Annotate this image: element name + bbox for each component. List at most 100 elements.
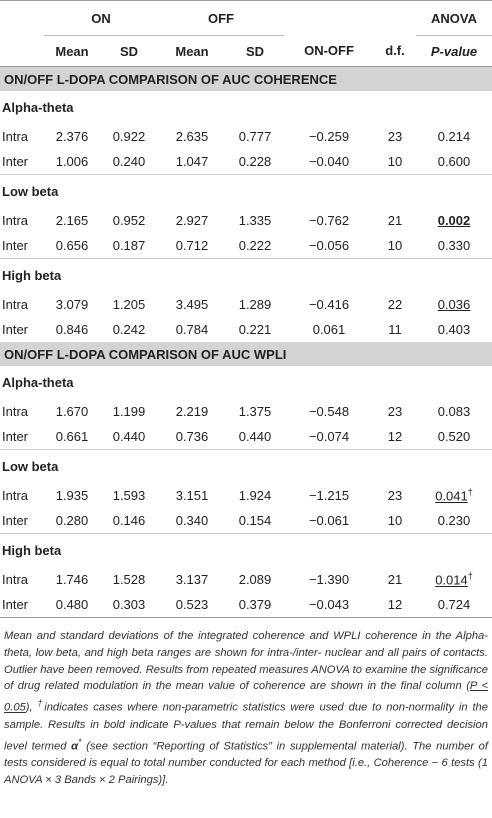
table-cell: 21: [387, 572, 403, 587]
table-cell: 0.712: [175, 238, 209, 253]
table-cell: 3.079: [55, 297, 89, 312]
row-label: Inter: [0, 592, 44, 618]
row-label: Inter: [2, 513, 29, 528]
column-header: Mean: [44, 35, 100, 67]
table-cell: −1.390: [308, 572, 350, 587]
table-cell: 3.151: [175, 488, 209, 503]
row-label: Intra: [2, 404, 29, 419]
table-cell: 10: [387, 513, 403, 528]
table-cell: 0.187: [112, 238, 146, 253]
table-cell: −0.259: [308, 129, 350, 144]
section-band: ON/OFF L-DOPA COMPARISON OF AUC WPLI: [0, 342, 492, 366]
table-cell: −0.043: [284, 592, 374, 618]
table-cell: 3.495: [175, 297, 209, 312]
table-cell: 0.303: [100, 592, 158, 618]
row-label: Inter: [2, 429, 29, 444]
block-title: Alpha-theta: [2, 100, 74, 115]
row-label: Inter: [2, 322, 29, 337]
table-cell: 1.528: [112, 572, 146, 587]
table-cell: 2.376: [55, 129, 89, 144]
table-cell: 0.330: [437, 238, 471, 253]
table-cell: 0.724: [416, 592, 492, 618]
table-cell: 2.219: [175, 404, 209, 419]
data-row: Intra 2.376 0.922 2.635 0.777 −0.259 23 0.214: [0, 124, 492, 149]
row-label: Intra: [2, 213, 29, 228]
table-cell: 0.242: [112, 322, 146, 337]
table-cell: 10: [387, 238, 403, 253]
block-title: Low beta: [0, 174, 492, 208]
table-cell: 0.922: [112, 129, 146, 144]
table-cell: 0.661: [55, 429, 89, 444]
table-cell: 1.047: [175, 154, 209, 169]
section-title: ON/OFF L-DOPA COMPARISON OF AUC WPLI: [0, 342, 492, 366]
footnote-text: indicates cases where non-parametric sta…: [4, 701, 488, 753]
block-title-row: Alpha-theta: [0, 366, 492, 399]
table-cell: 0.083: [437, 404, 471, 419]
row-label: Intra: [2, 572, 29, 587]
table-cell: 0.146: [112, 513, 146, 528]
table-cell: 0.230: [437, 513, 471, 528]
table-cell: 0.222: [238, 238, 272, 253]
data-row: Inter 0.846 0.242 0.784 0.221 0.061 11 0.403: [0, 317, 492, 342]
table-cell: 12: [374, 592, 416, 618]
data-row: Inter 1.006 0.240 1.047 0.228 −0.040 10 0.600: [0, 149, 492, 175]
table-cell: 1.006: [55, 154, 89, 169]
row-label: Inter: [2, 238, 29, 253]
footnote-text: *: [78, 736, 82, 747]
table-cell: 0.480: [44, 592, 100, 618]
table-cell: 10: [387, 154, 403, 169]
table-cell: 1.375: [238, 404, 272, 419]
cell-note: †: [467, 571, 473, 582]
table-cell: 0.440: [112, 429, 146, 444]
table-cell: 0.600: [437, 154, 471, 169]
table-cell: 0.061: [312, 322, 346, 337]
data-row: Intra 1.935 1.593 3.151 1.924 −1.215 23 0.041†: [0, 483, 492, 508]
footnote-text: α: [71, 740, 79, 753]
table-cell: −0.061: [308, 513, 350, 528]
table-cell: −0.762: [308, 213, 350, 228]
footnote-text: †: [37, 698, 45, 709]
row-label: Intra: [2, 488, 29, 503]
table-cell: 0.002: [416, 208, 492, 233]
table-cell: 23: [387, 129, 403, 144]
table-cell: 3.137: [175, 572, 209, 587]
row-label: Intra: [2, 297, 29, 312]
footnote-text: ),: [25, 701, 38, 714]
data-row: Intra 1.746 1.528 3.137 2.089 −1.390 21 0.014†: [0, 567, 492, 592]
table-cell: 1.335: [238, 213, 272, 228]
table-cell: 0.036: [416, 292, 492, 317]
header-cell: [284, 1, 374, 36]
table-cell: 2.089: [238, 572, 272, 587]
table-cell: 22: [387, 297, 403, 312]
table-cell: 1.924: [238, 488, 272, 503]
block-title: Low beta: [0, 449, 492, 483]
footnote: Mean and standard deviations of the inte…: [4, 628, 488, 789]
header-group: ON: [44, 0, 158, 36]
data-row: Intra 1.670 1.199 2.219 1.375 −0.548 23 0.083: [0, 399, 492, 424]
table-cell: 1.199: [112, 404, 146, 419]
table-cell: 1.935: [55, 488, 89, 503]
table-cell: 1.746: [55, 572, 89, 587]
column-header: SD: [226, 35, 284, 67]
table-cell: 0.777: [238, 129, 272, 144]
table-cell: 0.214: [437, 129, 471, 144]
data-row: Inter 0.280 0.146 0.340 0.154 −0.061 10 0.230: [0, 508, 492, 534]
table-cell: 0.280: [55, 513, 89, 528]
data-row: Intra 2.165 0.952 2.927 1.335 −0.762 21 0.002: [0, 208, 492, 233]
table-header: ON OFF ANOVA Mean SD Mean SD ON-OFF d.f. P-value: [0, 0, 492, 67]
section-band: ON/OFF L-DOPA COMPARISON OF AUC COHERENC…: [0, 66, 492, 91]
header-cell: [0, 1, 44, 36]
column-header: SD: [100, 35, 158, 67]
block-title-row: High beta: [0, 258, 492, 292]
table-cell: 0.340: [175, 513, 209, 528]
cell-note: †: [467, 487, 473, 498]
cell-value: 0.041: [435, 488, 468, 504]
table-cell: 1.289: [238, 297, 272, 312]
table-cell: 0.154: [238, 513, 272, 528]
footnote-text: P < 0.05: [4, 680, 488, 714]
column-header: P-value: [416, 35, 492, 67]
header-group: ANOVA: [416, 0, 492, 36]
column-header: d.f.: [374, 35, 416, 67]
header-cell: [0, 35, 44, 67]
